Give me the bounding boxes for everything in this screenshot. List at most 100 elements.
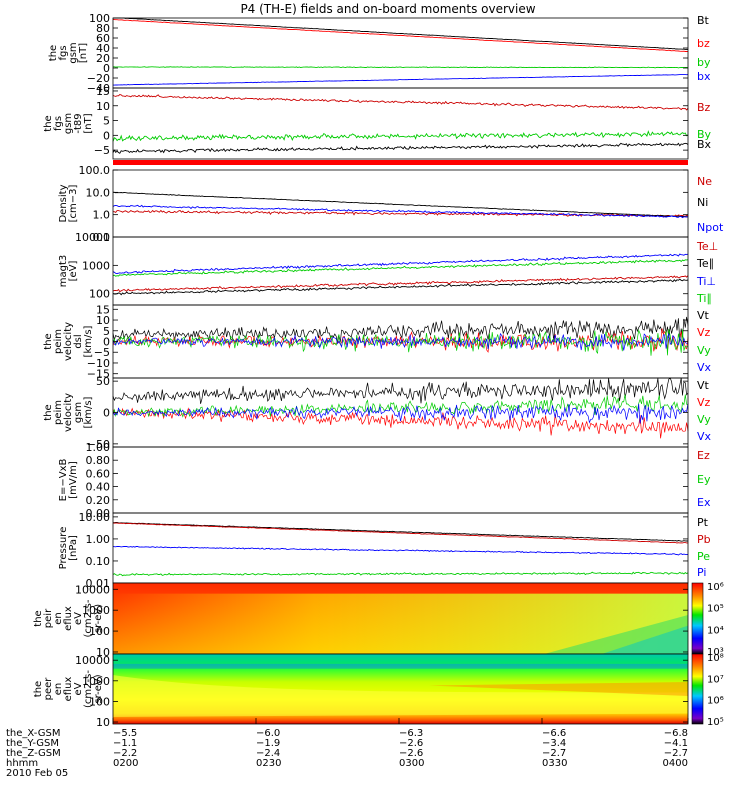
- y-tick-label: 10000: [75, 654, 110, 667]
- legend-entry: Te∥: [696, 257, 714, 270]
- y-tick-label: 50: [96, 375, 110, 388]
- panel-frame: [112, 17, 689, 89]
- date-label: 2010 Feb 05: [6, 768, 68, 779]
- x-tick-label: −6.0: [256, 728, 280, 739]
- panel-4: Te⊥ Te∥ Ti⊥ Ti∥ 10000 1000 100 magt3[eV]: [58, 231, 718, 306]
- y-tick-label: 10: [96, 646, 110, 659]
- x-tick-label: −1.1: [113, 738, 137, 749]
- y-axis-label: thepeimvelocitygsm[km/s]: [43, 393, 94, 432]
- x-tick-label: −2.2: [113, 748, 137, 759]
- x-tick-label: −2.7: [664, 748, 688, 759]
- series-line-Vy: [112, 329, 689, 356]
- panel-frame: [112, 87, 689, 160]
- panel-9: 10⁶ 10⁵ 10⁴ 10³ 10000 1000 100 10 thepeireneflux…: [33, 582, 724, 659]
- series-line-Bx: [112, 142, 689, 154]
- y-tick-label: 0: [103, 62, 110, 75]
- x-row-label: the_X-GSM: [6, 728, 60, 739]
- y-tick-label: 0.40: [86, 481, 111, 494]
- x-tick-label: −2.4: [256, 748, 280, 759]
- y-axis-label: magt3[eV]: [58, 255, 79, 288]
- y-tick-label: 0.20: [86, 494, 111, 507]
- y-tick-label: 0.80: [86, 454, 111, 467]
- y-axis-label: Density[cm−3]: [58, 184, 79, 222]
- colorbar: 10⁶ 10⁵ 10⁴ 10³: [691, 582, 724, 658]
- series-line-By: [112, 130, 689, 142]
- x-tick-label: −4.1: [664, 738, 688, 749]
- panel-frame: [112, 169, 689, 238]
- y-tick-label: 1000: [82, 604, 110, 617]
- y-axis-label: thepeerenefluxeV(cm2-s-sr-eV): [33, 670, 104, 708]
- y-tick-label: 100: [89, 288, 110, 301]
- legend-entry: Bz: [697, 101, 711, 114]
- y-tick-label: 1.00: [86, 533, 111, 546]
- legend-entry: Ex: [697, 496, 711, 509]
- legend-entry: Ni: [697, 196, 708, 209]
- series-line-Npot: [112, 204, 689, 219]
- y-axis-label: thefgsgsm[nT]: [48, 42, 89, 63]
- y-tick-label: 10000: [75, 583, 110, 596]
- x-tick-label: −1.9: [256, 738, 280, 749]
- y-tick-label: 40: [96, 42, 110, 55]
- ion-spectrogram: [113, 583, 688, 654]
- series-line-Te∥: [112, 278, 689, 296]
- y-tick-label: 0: [103, 407, 110, 420]
- legend-entry: By: [697, 128, 712, 141]
- colorbar-tick-label: 10⁷: [707, 674, 724, 685]
- colorbar-tick-label: 10⁶: [707, 696, 724, 707]
- series-line-Vt: [112, 377, 689, 404]
- legend-entry: Vt: [697, 309, 710, 322]
- x-tick-label: 0200: [113, 758, 138, 769]
- series-line-Ni: [112, 191, 689, 218]
- series-line-Pi: [112, 545, 689, 556]
- panel-7: Ez Ey Ex 1.000.800.600.400.200.00 E=−VxB[mV/…: [58, 441, 711, 520]
- series-line-Ti⊥: [112, 253, 689, 274]
- legend-entry: Ne: [697, 175, 712, 188]
- y-tick-label: −15: [87, 368, 110, 381]
- legend-entry: Ez: [697, 449, 710, 462]
- divider-bar: [113, 160, 688, 165]
- y-tick-label: 10: [96, 100, 110, 113]
- x-axis-annotation: the_X-GSM −5.5 −6.0 −6.3 −6.6 −6.8 the_Y-GSM −1…: [6, 718, 689, 779]
- legend-entry: Npot: [697, 221, 724, 234]
- legend-entry: Te⊥: [696, 240, 718, 253]
- panel-3: Ne Ni Npot 100.0 10.0 1.0 0.1 Density[cm−3]: [58, 164, 724, 244]
- y-tick-label: 0.10: [86, 555, 111, 568]
- x-tick-label: −5.5: [113, 728, 137, 739]
- panel-frame: [112, 236, 689, 306]
- y-axis-label: thefgsgsm-t89[nT]: [43, 113, 94, 134]
- y-tick-label: 1.00: [86, 441, 111, 454]
- y-tick-label: 60: [96, 32, 110, 45]
- y-tick-label: 0: [103, 336, 110, 349]
- y-tick-label: 100.0: [79, 164, 111, 177]
- legend-entry: Pi: [697, 566, 706, 579]
- y-tick-label: −5: [94, 346, 110, 359]
- series-line-Pt: [113, 522, 688, 542]
- x-row-label: the_Z-GSM: [6, 748, 61, 759]
- series-line-bx: [113, 74, 689, 86]
- panel-8: Pt Pb Pe Pi 10.00 1.00 0.10 0.01 Pressure[nPa]: [58, 511, 711, 590]
- x-tick-label: −6.8: [664, 728, 688, 739]
- y-tick-label: 0.1: [93, 231, 111, 244]
- y-tick-label: −5: [94, 144, 110, 157]
- series-line-Te⊥: [112, 275, 689, 293]
- y-tick-label: 10.0: [86, 186, 111, 199]
- colorbar: 10⁸ 10⁷ 10⁶ 10⁵: [691, 653, 724, 728]
- x-tick-label: −6.6: [542, 728, 566, 739]
- legend-entry: Ti⊥: [696, 275, 716, 288]
- colorbar-tick-label: 10⁵: [707, 604, 724, 615]
- legend-entry: Pe: [697, 550, 710, 563]
- y-tick-label: −40: [87, 82, 110, 95]
- y-tick-label: 100: [89, 625, 110, 638]
- panel-frame: [112, 446, 689, 514]
- panel-6: Vt Vz Vy Vx 50 0 −50 thepeimvelocitygsm[km/s]: [43, 375, 712, 451]
- y-tick-label: 15: [96, 303, 110, 316]
- legend-entry: Vx: [697, 430, 712, 443]
- colorbar-tick-label: 10⁶: [707, 582, 724, 593]
- y-tick-label: 5: [103, 325, 110, 338]
- y-tick-label: 15: [96, 85, 110, 98]
- legend-entry: Vz: [697, 396, 711, 409]
- x-tick-label: −2.6: [399, 748, 423, 759]
- y-tick-label: 20: [96, 52, 110, 65]
